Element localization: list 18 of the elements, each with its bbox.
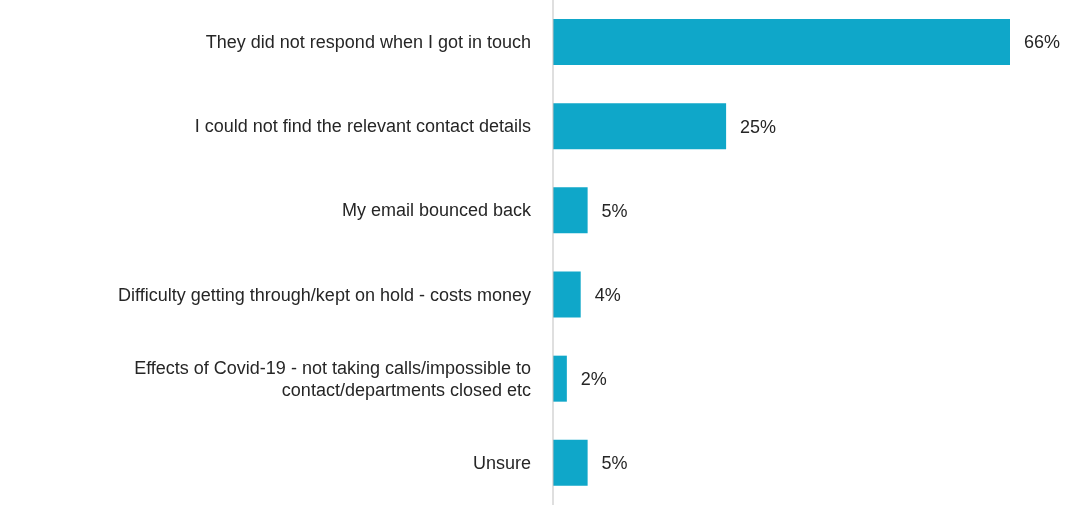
data-label: 2% [580,369,607,390]
y-tick-label: Effects of Covid-19 - not taking calls/impossible to contact/departments closed etc [134,357,531,400]
bar [553,19,1010,65]
bar [553,271,581,318]
data-label: 25% [740,116,777,137]
data-label: 5% [601,200,628,221]
bar [553,355,567,402]
bar [553,187,588,234]
y-tick-label: Unsure [472,452,531,473]
y-tick-label: My email bounced back [341,200,532,221]
data-label: 5% [601,453,628,474]
data-label: 4% [594,284,621,305]
y-tick-label: I could not find the relevant contact details [194,116,531,137]
bar [553,103,727,150]
y-tick-label: Difficulty getting through/kept on hold - costs money [118,284,531,305]
y-tick-label: They did not respond when I got in touch [205,32,531,53]
bar [553,439,588,486]
data-label: 66% [1024,32,1061,53]
